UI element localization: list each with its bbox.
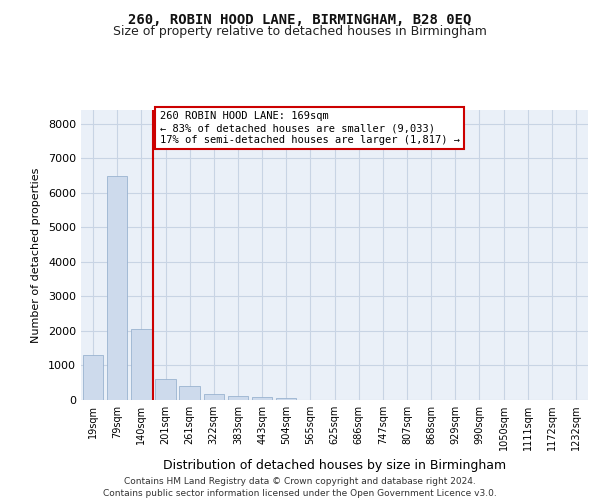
Bar (227, 396, 248, 400)
Bar (203, 394, 224, 400)
Bar (131, 329, 152, 400)
Text: 260, ROBIN HOOD LANE, BIRMINGHAM, B28 0EQ: 260, ROBIN HOOD LANE, BIRMINGHAM, B28 0E… (128, 12, 472, 26)
Text: Contains HM Land Registry data © Crown copyright and database right 2024.: Contains HM Land Registry data © Crown c… (124, 478, 476, 486)
Bar (107, 176, 127, 400)
Bar (252, 397, 272, 400)
Text: 260 ROBIN HOOD LANE: 169sqm
← 83% of detached houses are smaller (9,033)
17% of : 260 ROBIN HOOD LANE: 169sqm ← 83% of det… (160, 112, 460, 144)
Bar (179, 386, 200, 400)
Bar (83, 355, 103, 400)
Bar (276, 398, 296, 400)
Bar (155, 380, 176, 400)
Text: Contains public sector information licensed under the Open Government Licence v3: Contains public sector information licen… (103, 489, 497, 498)
X-axis label: Distribution of detached houses by size in Birmingham: Distribution of detached houses by size … (163, 458, 506, 471)
Text: Size of property relative to detached houses in Birmingham: Size of property relative to detached ho… (113, 25, 487, 38)
Y-axis label: Number of detached properties: Number of detached properties (31, 168, 41, 342)
